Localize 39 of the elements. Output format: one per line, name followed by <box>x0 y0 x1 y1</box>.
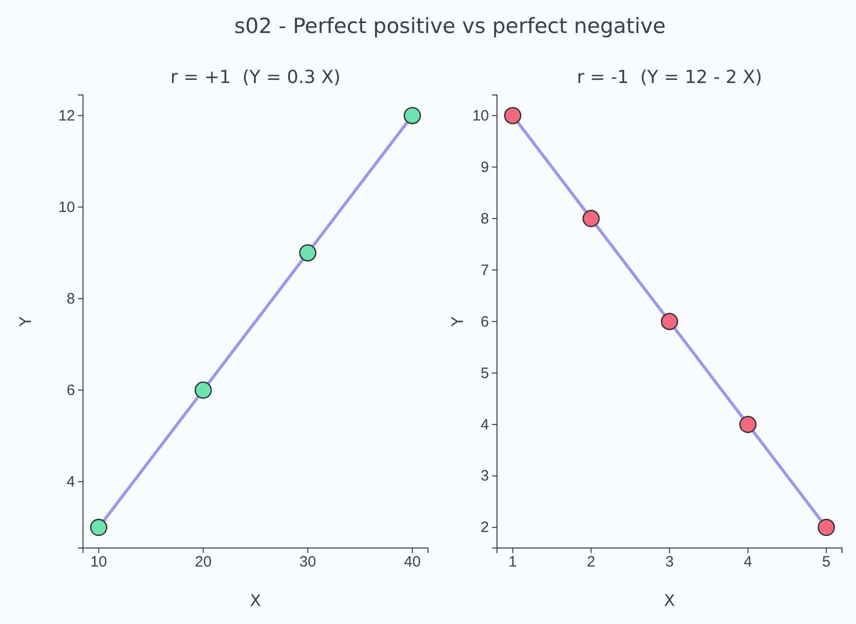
x-axis-title: X <box>664 591 676 610</box>
y-axis-title: Y <box>16 316 35 328</box>
point <box>299 244 316 262</box>
y-tick-label: 7 <box>480 262 489 279</box>
x-tick-label: 1 <box>508 554 517 571</box>
y-axis-title: Y <box>448 316 467 328</box>
y-tick-label: 4 <box>66 473 75 490</box>
y-tick-label: 8 <box>480 210 489 228</box>
point <box>818 518 835 536</box>
y-tick-label: 3 <box>480 468 489 485</box>
point <box>90 518 108 536</box>
point <box>194 382 212 399</box>
x-tick-label: 4 <box>744 554 752 571</box>
x-tick-label: 2 <box>586 554 596 571</box>
x-tick-label: 3 <box>665 554 674 571</box>
chart-title: r = -1 (Y = 12 - 2 X) <box>576 67 762 88</box>
y-tick-label: 12 <box>58 107 75 124</box>
x-tick-label: 5 <box>822 554 830 571</box>
x-tick-label: 10 <box>90 554 108 571</box>
point <box>660 312 678 330</box>
point <box>504 106 522 124</box>
y-tick-label: 6 <box>66 382 75 399</box>
point <box>739 416 757 434</box>
x-axis-title: X <box>250 591 262 610</box>
y-tick-label: 8 <box>66 290 75 308</box>
y-tick-label: 9 <box>480 158 489 176</box>
y-tick-label: 10 <box>58 198 75 216</box>
x-tick-label: 20 <box>194 554 212 571</box>
chart-title: r = +1 (Y = 0.3 X) <box>170 67 341 88</box>
y-tick-label: 2 <box>480 519 489 536</box>
text: s02 - Perfect positive vs perfect negative <box>234 14 666 38</box>
x-tick-label: 30 <box>299 554 316 571</box>
point <box>582 210 600 228</box>
y-tick-label: 10 <box>472 107 489 124</box>
x-tick-label: 40 <box>404 554 421 571</box>
point <box>404 106 421 124</box>
y-tick-label: 6 <box>480 313 489 330</box>
y-tick-label: 5 <box>480 364 489 382</box>
y-tick-label: 4 <box>480 416 489 434</box>
